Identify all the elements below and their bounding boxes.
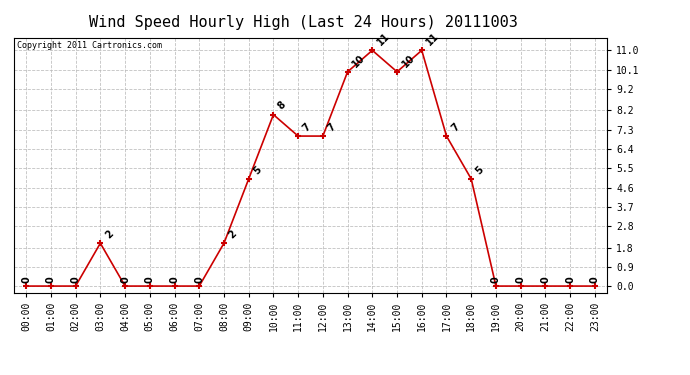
Text: Wind Speed Hourly High (Last 24 Hours) 20111003: Wind Speed Hourly High (Last 24 Hours) 2…	[89, 15, 518, 30]
Text: 5: 5	[474, 164, 486, 176]
Text: 11: 11	[424, 31, 441, 48]
Text: Copyright 2011 Cartronics.com: Copyright 2011 Cartronics.com	[17, 41, 161, 50]
Text: 2: 2	[227, 229, 239, 240]
Text: 0: 0	[491, 276, 501, 283]
Text: 0: 0	[120, 276, 130, 283]
Text: 0: 0	[590, 276, 600, 283]
Text: 11: 11	[375, 31, 392, 48]
Text: 0: 0	[540, 276, 551, 283]
Text: 2: 2	[103, 229, 115, 240]
Text: 0: 0	[145, 276, 155, 283]
Text: 7: 7	[301, 122, 313, 133]
Text: 0: 0	[46, 276, 56, 283]
Text: 5: 5	[251, 164, 264, 176]
Text: 10: 10	[400, 53, 417, 69]
Text: 0: 0	[170, 276, 179, 283]
Text: 7: 7	[326, 122, 337, 133]
Text: 0: 0	[515, 276, 526, 283]
Text: 0: 0	[565, 276, 575, 283]
Text: 0: 0	[70, 276, 81, 283]
Text: 10: 10	[351, 53, 367, 69]
Text: 8: 8	[276, 100, 288, 112]
Text: 0: 0	[21, 276, 31, 283]
Text: 7: 7	[449, 122, 461, 133]
Text: 0: 0	[195, 276, 204, 283]
